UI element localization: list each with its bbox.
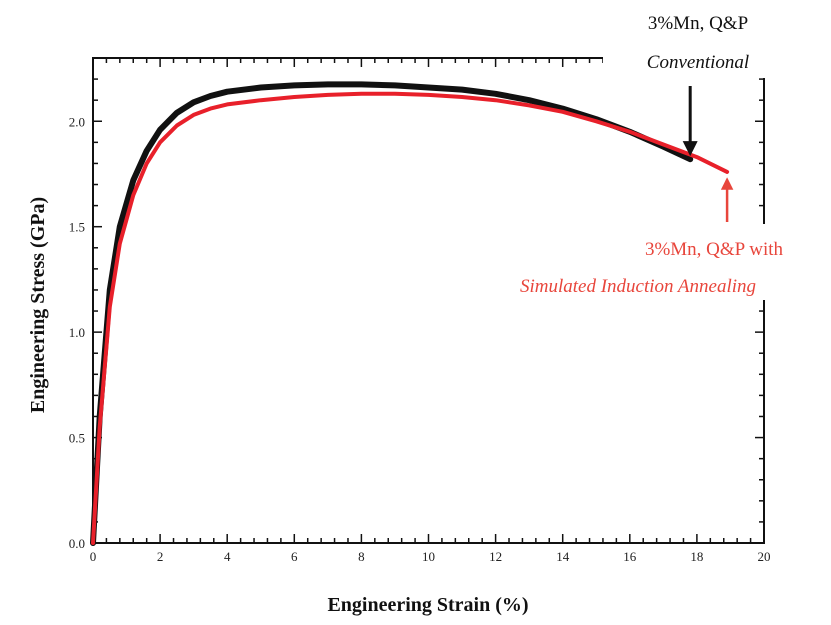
y-tick-label: 2.0 xyxy=(69,114,85,129)
axes: 0 2 4 6 8 10 12 14 16 18 20 0.0 0.5 1.0 1.5 2.0 xyxy=(69,57,771,564)
annotation-box-conventional xyxy=(603,4,789,78)
plot-frame xyxy=(92,57,765,544)
annotation-box-induction xyxy=(452,224,824,300)
annotation-conventional-line1: 3%Mn, Q&P xyxy=(648,13,748,34)
x-tick-label: 18 xyxy=(690,549,703,564)
x-tick-label: 12 xyxy=(489,549,502,564)
annotation-conventional-line2: Conventional xyxy=(647,52,749,73)
annotation-induction-line1: 3%Mn, Q&P with xyxy=(645,239,784,260)
x-tick-label: 0 xyxy=(90,549,97,564)
x-tick-label: 20 xyxy=(758,549,771,564)
x-tick-label: 10 xyxy=(422,549,435,564)
data-series xyxy=(90,81,730,546)
series-line-conventional xyxy=(90,81,694,546)
annotation-induction-line2: Simulated Induction Annealing xyxy=(520,276,756,297)
annotations: 3%Mn, Q&P Conventional 3%Mn, Q&P with Simul… xyxy=(452,4,824,300)
y-axis-title: Engineering Stress (GPa) xyxy=(27,197,49,413)
y-tick-label: 0.0 xyxy=(69,536,85,551)
x-axis-title: Engineering Strain (%) xyxy=(327,594,528,616)
x-tick-label: 16 xyxy=(623,549,637,564)
x-tick-label: 2 xyxy=(157,549,164,564)
y-tick-label: 1.5 xyxy=(69,220,85,235)
series-line-induction-annealing xyxy=(91,91,730,545)
x-tick-label: 14 xyxy=(556,549,570,564)
x-tick-label: 8 xyxy=(358,549,365,564)
x-tick-label: 6 xyxy=(291,549,298,564)
y-tick-label: 0.5 xyxy=(69,431,85,446)
x-tick-label: 4 xyxy=(224,549,231,564)
y-tick-label: 1.0 xyxy=(69,325,85,340)
